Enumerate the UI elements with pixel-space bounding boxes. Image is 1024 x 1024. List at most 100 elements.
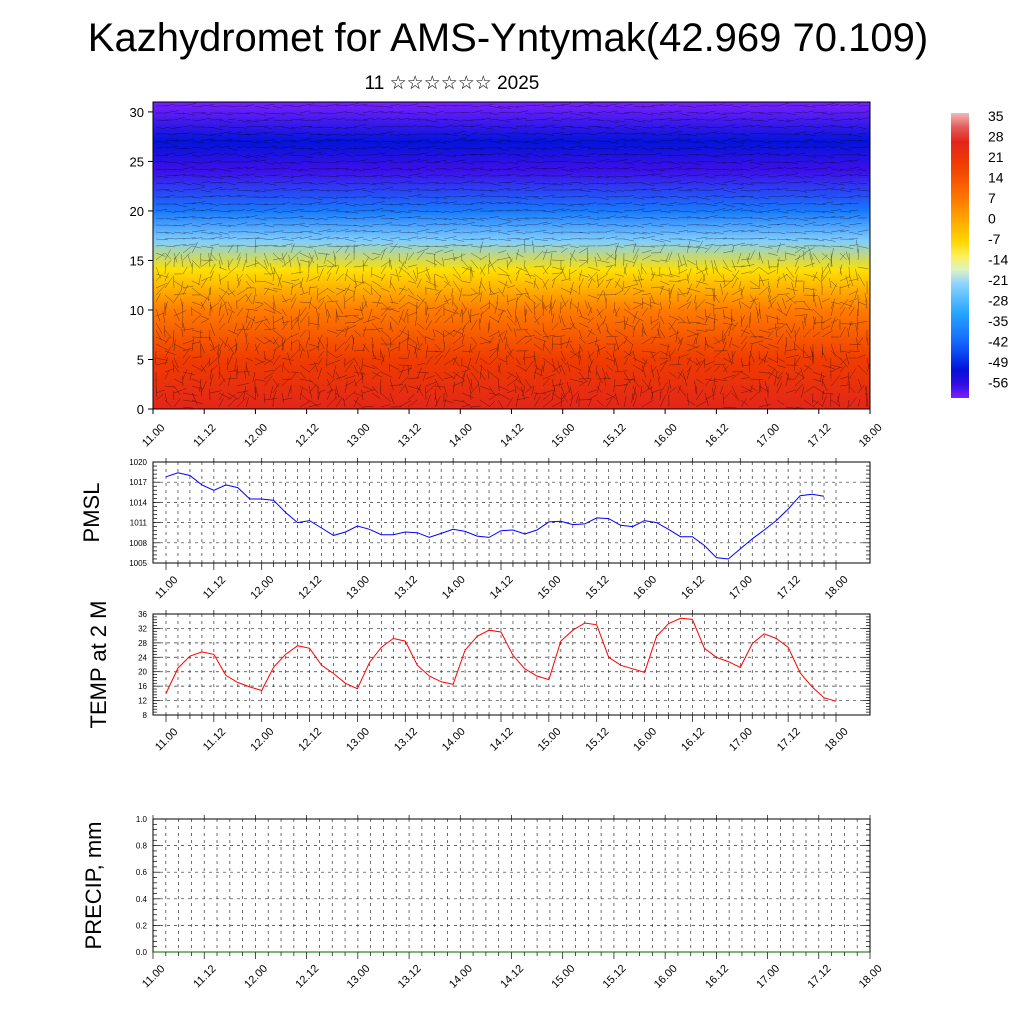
x-tick-label: 13.00: [344, 574, 372, 602]
x-tick-label: 16.00: [652, 963, 680, 991]
y-tick-label: 1008: [129, 539, 147, 548]
colorbar-label: 0: [988, 211, 996, 227]
x-tick-label: 17.00: [727, 726, 755, 754]
y-tick-label: 1.0: [136, 815, 148, 824]
x-tick-label: 15.00: [549, 422, 577, 450]
chart-subtitle: 11 ☆☆☆☆☆☆ 2025: [364, 73, 540, 94]
colorbar-label: 7: [988, 190, 996, 206]
x-tick-label: 15.00: [536, 726, 564, 754]
pmsl-grid: [153, 462, 870, 563]
precip-grid: [153, 819, 870, 952]
y-tick-label: 1011: [130, 519, 148, 528]
x-tick-label: 17.00: [754, 422, 782, 450]
y-tick-label: 1017: [129, 478, 147, 487]
colorbar-label: 35: [988, 108, 1004, 124]
x-tick-label: 12.00: [248, 726, 276, 754]
colorbar-label: -42: [988, 334, 1008, 350]
pmsl-series-line: [165, 472, 825, 560]
y-tick-label: 0.2: [136, 921, 148, 930]
y-tick-label: 25: [130, 154, 144, 169]
y-tick-label: 12: [138, 697, 147, 706]
y-tick-label: 20: [138, 668, 147, 677]
x-tick-label: 11.00: [140, 422, 167, 449]
y-tick-label: 16: [138, 682, 147, 691]
pmsl-axis-label: PMSL: [79, 483, 104, 543]
y-tick-label: 32: [138, 624, 147, 633]
x-tick-label: 11.12: [191, 963, 218, 990]
x-tick-label: 11.00: [140, 963, 167, 990]
x-tick-label: 16.12: [679, 574, 707, 602]
x-tick-label: 13.12: [392, 726, 420, 754]
x-tick-label: 16.12: [679, 726, 707, 754]
x-tick-label: 17.12: [775, 726, 803, 754]
x-tick-label: 13.12: [396, 422, 424, 450]
x-tick-label: 12.00: [242, 963, 270, 991]
x-tick-label: 15.12: [583, 574, 611, 602]
y-tick-label: 24: [138, 653, 147, 662]
y-tick-label: 1014: [129, 498, 147, 507]
x-tick-label: 12.12: [293, 422, 321, 450]
colorbar-label: -28: [988, 293, 1008, 309]
colorbar-label: -14: [988, 252, 1008, 268]
x-tick-label: 11.12: [191, 422, 218, 449]
y-tick-label: 1005: [129, 559, 147, 568]
x-tick-label: 16.00: [652, 422, 680, 450]
x-tick-label: 18.00: [857, 422, 885, 450]
y-tick-label: 20: [130, 204, 144, 219]
x-tick-label: 11.12: [201, 726, 228, 753]
x-tick-label: 15.12: [601, 963, 629, 991]
x-tick-label: 13.12: [396, 963, 424, 991]
chart-title: Kazhydromet for AMS-Yntymak(42.969 70.10…: [87, 16, 929, 60]
x-tick-label: 12.00: [248, 574, 276, 602]
x-tick-label: 14.12: [498, 422, 526, 450]
x-tick-label: 18.00: [857, 963, 885, 991]
colorbar-label: -7: [988, 231, 1001, 247]
x-tick-label: 18.00: [823, 574, 851, 602]
x-tick-label: 12.12: [296, 726, 324, 754]
x-tick-label: 14.00: [440, 726, 468, 754]
wind-barbs: [155, 102, 871, 410]
colorbar-label: 21: [988, 149, 1004, 165]
x-tick-label: 15.00: [549, 963, 577, 991]
y-tick-label: 0.0: [136, 948, 148, 957]
x-tick-label: 12.00: [242, 422, 270, 450]
x-tick-label: 13.12: [392, 574, 420, 602]
x-tick-label: 15.12: [583, 726, 611, 754]
colorbar-label: -56: [988, 375, 1008, 391]
x-tick-label: 14.12: [498, 963, 526, 991]
x-tick-label: 16.00: [631, 574, 659, 602]
colorbar-label: -21: [988, 272, 1008, 288]
temp2m-axis-label: TEMP at 2 M: [86, 601, 111, 729]
x-tick-label: 13.00: [345, 422, 373, 450]
pmsl-frame: [152, 461, 871, 564]
x-tick-label: 14.00: [447, 422, 475, 450]
colorbar-label: 14: [988, 170, 1004, 186]
y-tick-label: 0.8: [136, 842, 148, 851]
x-tick-label: 11.00: [153, 574, 180, 601]
y-tick-label: 1020: [129, 458, 147, 467]
x-tick-label: 16.12: [703, 422, 731, 450]
precip-axis-label: PRECIP, mm: [81, 822, 106, 950]
x-tick-label: 12.12: [296, 574, 324, 602]
colorbar-label: -35: [988, 313, 1008, 329]
y-tick-label: 10: [130, 303, 144, 318]
x-tick-label: 17.00: [754, 963, 782, 991]
y-tick-label: 0: [137, 402, 144, 417]
temp2m-grid: [153, 614, 870, 715]
x-tick-label: 11.00: [153, 726, 180, 753]
y-tick-label: 0.6: [136, 868, 148, 877]
x-tick-label: 12.12: [293, 963, 321, 991]
colorbar: [951, 113, 969, 398]
x-tick-label: 18.00: [823, 726, 851, 754]
y-tick-label: 5: [137, 352, 144, 367]
x-tick-label: 17.12: [806, 963, 834, 991]
x-tick-label: 15.12: [601, 422, 629, 450]
x-tick-label: 13.00: [345, 963, 373, 991]
x-tick-label: 14.00: [447, 963, 475, 991]
y-tick-label: 28: [138, 639, 147, 648]
colorbar-label: -49: [988, 354, 1008, 370]
temp2m-frame: [152, 613, 871, 716]
x-tick-label: 14.12: [488, 726, 516, 754]
y-tick-label: 8: [143, 711, 148, 720]
